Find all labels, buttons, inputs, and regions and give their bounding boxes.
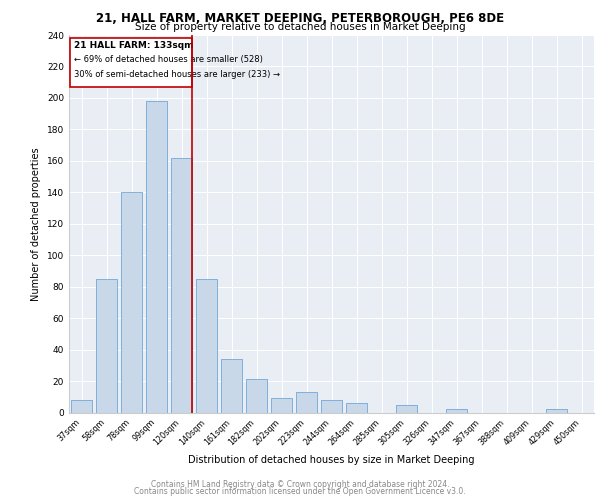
Bar [346, 403, 367, 412]
FancyBboxPatch shape [70, 38, 192, 87]
Bar [196, 279, 217, 412]
X-axis label: Distribution of detached houses by size in Market Deeping: Distribution of detached houses by size … [188, 455, 475, 465]
Bar [221, 359, 242, 412]
Bar [121, 192, 142, 412]
Text: ← 69% of detached houses are smaller (528): ← 69% of detached houses are smaller (52… [74, 56, 263, 64]
Bar [96, 279, 117, 412]
Y-axis label: Number of detached properties: Number of detached properties [31, 147, 41, 300]
Bar [271, 398, 292, 412]
Bar [396, 404, 417, 412]
Bar [296, 392, 317, 412]
Bar [146, 101, 167, 412]
Text: 21, HALL FARM, MARKET DEEPING, PETERBOROUGH, PE6 8DE: 21, HALL FARM, MARKET DEEPING, PETERBORO… [96, 12, 504, 25]
Text: Contains public sector information licensed under the Open Government Licence v3: Contains public sector information licen… [134, 487, 466, 496]
Text: Contains HM Land Registry data © Crown copyright and database right 2024.: Contains HM Land Registry data © Crown c… [151, 480, 449, 489]
Text: Size of property relative to detached houses in Market Deeping: Size of property relative to detached ho… [134, 22, 466, 32]
Bar [546, 410, 567, 412]
Bar [171, 158, 192, 412]
Text: 30% of semi-detached houses are larger (233) →: 30% of semi-detached houses are larger (… [74, 70, 280, 78]
Text: 21 HALL FARM: 133sqm: 21 HALL FARM: 133sqm [74, 42, 193, 50]
Bar [246, 380, 267, 412]
Bar [446, 410, 467, 412]
Bar [321, 400, 342, 412]
Bar [71, 400, 92, 412]
